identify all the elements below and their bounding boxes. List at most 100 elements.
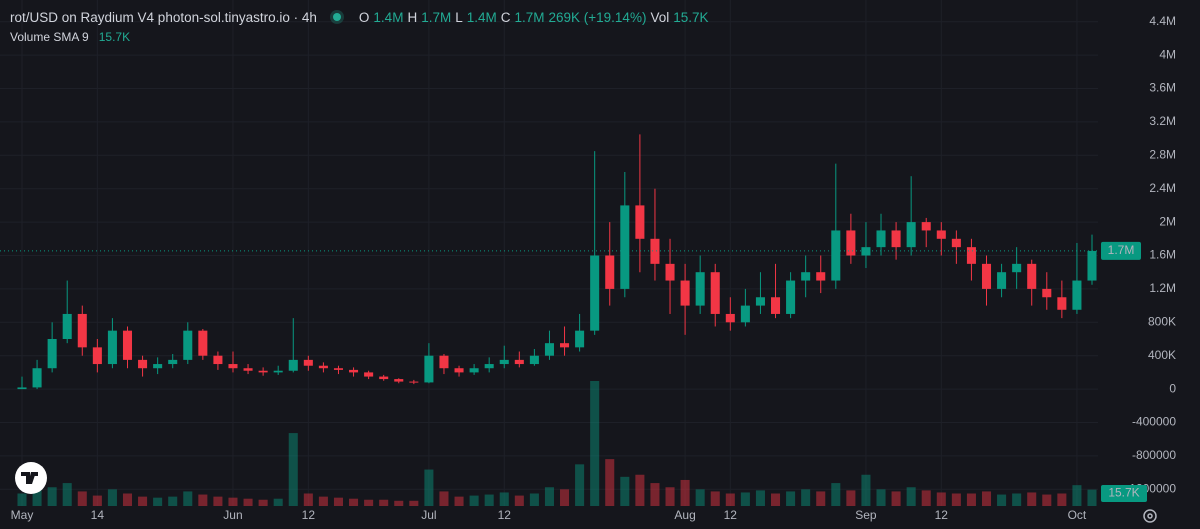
volume-bar — [183, 491, 193, 506]
symbol-title: rot/USD on Raydium V4 photon-sol.tinyast… — [10, 9, 317, 25]
candle-body — [1042, 288, 1052, 298]
volume-bar — [620, 476, 630, 506]
candle-body — [514, 359, 524, 365]
tv-logo[interactable] — [15, 462, 47, 494]
candle-body — [288, 359, 298, 371]
volume-bar — [801, 489, 811, 506]
y-tick-label: 0 — [1169, 381, 1176, 395]
candle-body — [258, 370, 268, 373]
settings-icon[interactable] — [1143, 509, 1157, 523]
candle-body — [77, 313, 87, 348]
volume-bar — [665, 487, 675, 506]
candle-body — [153, 364, 163, 369]
candle-body — [394, 379, 404, 382]
volume-bar — [62, 483, 72, 506]
volume-bar — [243, 498, 253, 506]
candle-body — [590, 255, 600, 331]
volume-bar — [484, 494, 494, 506]
candle-body — [484, 364, 494, 369]
volume-bar — [575, 464, 585, 506]
candle-body — [47, 339, 57, 369]
volume-bar — [499, 492, 509, 506]
volume-bar — [258, 499, 268, 506]
ohlc-value: 1.7M — [421, 9, 452, 25]
volume-bar — [966, 493, 976, 506]
volume-bar — [695, 489, 705, 506]
volume-bar — [122, 493, 133, 506]
volume-bar — [213, 496, 223, 506]
candle-body — [1072, 280, 1082, 310]
gear — [1143, 509, 1157, 523]
candle-body — [107, 330, 117, 365]
last-price-badge — [1101, 241, 1141, 260]
volume-bar — [544, 487, 554, 506]
candle-body — [906, 222, 916, 248]
candle-body — [1057, 297, 1067, 310]
indicator-value: 15.7K — [98, 30, 131, 44]
volume-bar — [333, 497, 343, 506]
volume-pane — [17, 381, 1097, 506]
ohlc-label: C — [500, 9, 511, 25]
candle-body — [92, 347, 102, 365]
x-tick-label: Jun — [223, 508, 242, 522]
volume-bar — [1012, 493, 1022, 506]
volume-bar — [876, 489, 886, 506]
candle-body — [424, 355, 434, 383]
volume-bar — [349, 498, 359, 506]
y-tick-label: 4M — [1159, 47, 1176, 61]
volume-bar — [771, 493, 781, 506]
candle-body — [62, 313, 72, 339]
volume-bar — [710, 491, 720, 506]
candle-body — [273, 370, 283, 373]
candle-body — [816, 272, 826, 281]
candle-body — [198, 330, 208, 356]
candle-body — [921, 222, 931, 231]
volume-bar — [891, 491, 901, 506]
candle-body — [409, 381, 419, 383]
ohlc-label: L — [455, 9, 463, 25]
volume-bar — [981, 491, 992, 506]
volume-bar — [92, 495, 102, 506]
y-tick-label: 2M — [1159, 214, 1176, 228]
volume-bar — [439, 491, 449, 506]
volume-bar — [288, 433, 298, 506]
candle-body — [439, 355, 449, 369]
candle-body — [801, 272, 811, 281]
volume-bar — [560, 489, 570, 506]
volume-bar — [273, 498, 283, 506]
volume-bar — [153, 497, 163, 506]
candle-body — [650, 238, 660, 264]
x-tick-label: Sep — [855, 508, 877, 522]
candle-body — [364, 372, 374, 377]
volume-bar — [514, 495, 524, 506]
candle-body — [786, 280, 796, 314]
candle-body — [544, 343, 554, 356]
grid — [0, 0, 1098, 506]
logo-mark — [21, 472, 38, 484]
candle-body — [755, 297, 765, 306]
candle-body — [575, 330, 585, 348]
volume-bar — [635, 474, 645, 506]
volume-bar — [1027, 492, 1037, 506]
volume-bar — [1057, 493, 1067, 506]
candle-body — [318, 365, 328, 369]
candle-body — [725, 313, 735, 323]
candle-body — [1027, 263, 1037, 289]
volume-bar — [168, 496, 178, 506]
x-tick-label: Aug — [674, 508, 695, 522]
volume-bar — [138, 496, 148, 506]
volume-bar — [379, 499, 389, 506]
volume-bar — [318, 496, 328, 506]
candle-body — [981, 263, 992, 289]
volume-bar — [680, 479, 690, 506]
volume-bar — [740, 492, 750, 506]
y-tick-label: 1.2M — [1149, 281, 1176, 295]
candle-body — [891, 230, 901, 248]
volume-bar — [1042, 494, 1052, 506]
candle-body — [876, 230, 886, 248]
ohlc-label: H — [407, 9, 418, 25]
candle-body — [333, 368, 343, 370]
candle-body — [680, 280, 690, 306]
volume-bar — [17, 493, 27, 506]
